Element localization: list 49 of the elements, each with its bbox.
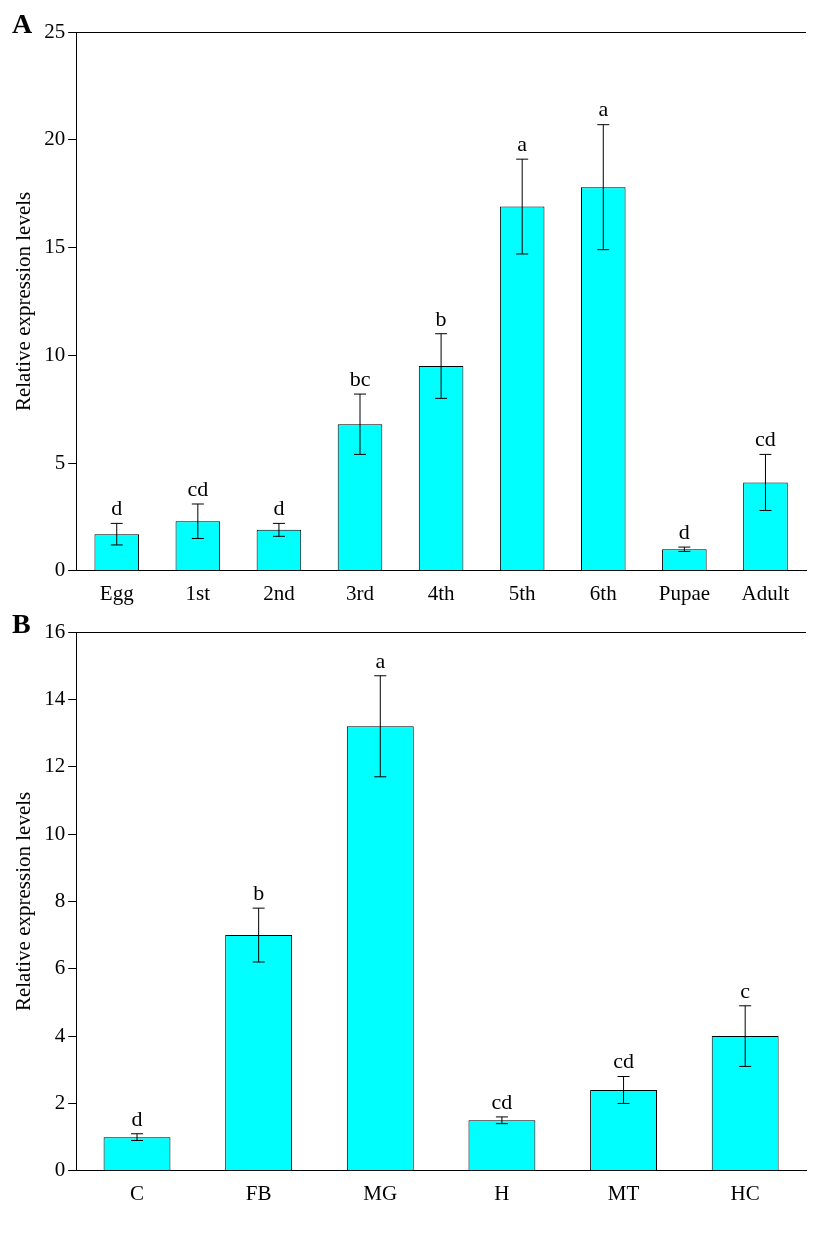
y-tick-label: 10 [44,820,66,845]
x-tick-label: Pupae [658,580,711,605]
annotation: cd [491,1088,513,1114]
annotation: c [740,977,751,1003]
x-tick-label: 6th [589,580,618,605]
x-tick-label: 1st [185,580,211,605]
x-tick-label: H [494,1180,510,1205]
x-tick-label: Egg [99,580,135,605]
x-tick-label: MT [607,1180,640,1205]
annotation: b [435,305,447,331]
annotation: d [111,495,123,521]
x-tick-label: 5th [508,580,537,605]
annotation: a [375,647,386,673]
annotation: cd [187,475,209,501]
x-tick-label: C [130,1180,145,1205]
annotation: d [273,495,285,521]
y-tick-label: 12 [44,753,66,778]
y-tick-label: 6 [54,955,66,980]
y-axis-title: Relative expression levels [11,191,36,412]
y-tick-label: 25 [44,18,66,43]
x-tick-label: FB [245,1180,272,1205]
y-tick-label: 2 [54,1089,66,1114]
annotation: d [131,1105,143,1131]
annotation: cd [755,426,776,452]
x-tick-label: Adult [741,580,790,605]
annotation: cd [613,1048,634,1074]
x-tick-label: 4th [427,580,456,605]
x-tick-label: MG [363,1180,398,1205]
annotation: bc [349,365,371,391]
y-tick-label: 16 [44,618,66,643]
y-tick-label: 0 [54,557,66,582]
y-tick-label: 15 [44,234,66,259]
annotation: a [598,96,609,122]
x-tick-label: 3rd [346,580,375,605]
annotation: a [517,130,528,156]
chart-title: B [12,608,31,640]
y-tick-label: 8 [54,887,66,912]
chart-title: A [12,8,33,40]
y-tick-label: 14 [44,685,66,710]
y-tick-label: 10 [44,341,66,366]
y-tick-label: 0 [54,1157,66,1182]
x-tick-label: HC [730,1180,760,1205]
y-axis-title: Relative expression levels [11,791,36,1012]
annotation: d [678,518,690,544]
x-tick-label: 2nd [263,580,296,605]
y-tick-label: 4 [54,1022,66,1047]
y-tick-label: 5 [54,449,66,474]
annotation: b [253,879,265,905]
y-tick-label: 20 [44,126,66,151]
